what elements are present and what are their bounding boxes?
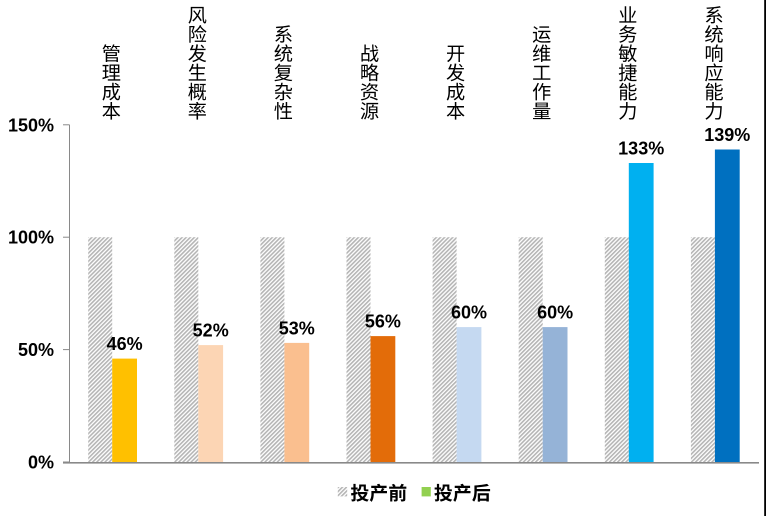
- svg-text:60%: 60%: [537, 303, 573, 323]
- svg-text:53%: 53%: [279, 318, 315, 338]
- svg-text:150%: 150%: [8, 115, 54, 135]
- svg-text:100%: 100%: [8, 228, 54, 248]
- svg-text:0%: 0%: [28, 453, 54, 473]
- svg-text:56%: 56%: [365, 312, 401, 332]
- svg-text:50%: 50%: [18, 340, 54, 360]
- svg-text:133%: 133%: [618, 139, 664, 159]
- svg-text:46%: 46%: [107, 334, 143, 354]
- svg-text:60%: 60%: [451, 303, 487, 323]
- svg-text:139%: 139%: [704, 125, 750, 145]
- svg-text:52%: 52%: [193, 321, 229, 341]
